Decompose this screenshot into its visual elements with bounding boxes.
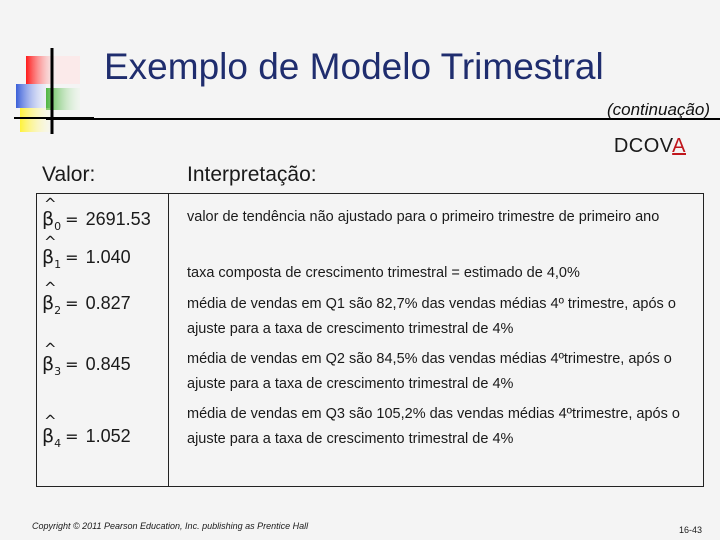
color-squares-logo bbox=[14, 48, 94, 134]
interpretation-row-2: média de vendas em Q1 são 82,7% das vend… bbox=[187, 296, 676, 337]
coefficient-table bbox=[36, 193, 704, 487]
hat-symbol-icon: ^ bbox=[44, 340, 57, 358]
column-divider bbox=[168, 193, 169, 487]
coefficient-value: 2691.53 bbox=[85, 209, 151, 229]
title-divider bbox=[46, 118, 720, 120]
dcova-highlight: A bbox=[672, 135, 686, 157]
page-number: 16-43 bbox=[678, 525, 702, 535]
interpretation-row-4: média de vendas em Q3 são 105,2% das ven… bbox=[187, 406, 680, 447]
hat-symbol-icon: ^ bbox=[44, 412, 57, 430]
coefficient-value: 0.845 bbox=[85, 354, 131, 374]
coefficient-value: 1.040 bbox=[85, 247, 131, 267]
coefficient-beta-4: ^ β4 = 1.052 bbox=[42, 412, 131, 450]
coefficient-beta-0: ^ β0 = 2691.53 bbox=[42, 195, 151, 233]
hat-symbol-icon: ^ bbox=[44, 279, 57, 297]
page-subtitle: (continuação) bbox=[606, 100, 710, 119]
coefficient-beta-1: ^ β1 = 1.040 bbox=[42, 233, 131, 271]
coefficient-beta-2: ^ β2 = 0.827 bbox=[42, 279, 131, 317]
dcova-prefix: DCOV bbox=[613, 135, 673, 157]
interpretation-column-header: Interpretação: bbox=[187, 163, 317, 186]
interpretation-row-0: valor de tendência não ajustado para o p… bbox=[187, 209, 660, 225]
copyright-footer: Copyright © 2011 Pearson Education, Inc.… bbox=[32, 521, 309, 531]
hat-symbol-icon: ^ bbox=[44, 195, 57, 213]
interpretation-row-1: taxa composta de crescimento trimestral … bbox=[187, 265, 580, 281]
hat-symbol-icon: ^ bbox=[44, 233, 57, 251]
coefficient-value: 0.827 bbox=[85, 293, 131, 313]
coefficient-value: 1.052 bbox=[85, 426, 131, 446]
interpretation-row-3: média de vendas em Q2 são 84,5% das vend… bbox=[187, 351, 672, 392]
dcova-label: DCOVA bbox=[614, 135, 686, 158]
page-title: Exemplo de Modelo Trimestral bbox=[104, 46, 604, 87]
coefficient-beta-3: ^ β3 = 0.845 bbox=[42, 340, 131, 378]
value-column-header: Valor: bbox=[42, 163, 96, 186]
